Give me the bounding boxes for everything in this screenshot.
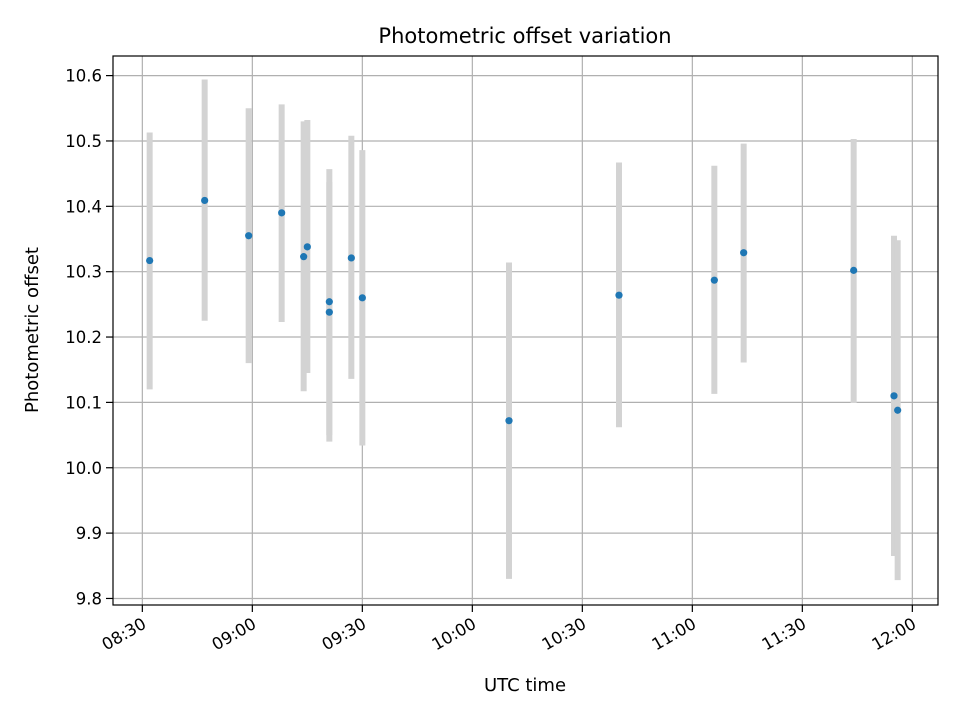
y-tick-label: 10.2	[65, 328, 102, 347]
plot-area-frame	[112, 55, 939, 606]
y-tick-label: 9.9	[76, 524, 102, 543]
data-point	[850, 266, 858, 274]
x-axis: 08:30 09:00 09:30 10:00 10:30 11:00 11:30 12:00	[99, 605, 920, 654]
x-axis-title: UTC time	[484, 675, 566, 696]
y-tick-label: 10.3	[65, 263, 102, 282]
data-point	[146, 256, 154, 265]
x-tick-label: 08:30	[99, 614, 150, 654]
y-tick-label: 9.8	[76, 589, 102, 608]
x-tick-label: 11:00	[649, 614, 700, 654]
data-point	[710, 276, 718, 284]
y-tick-label: 10.1	[65, 393, 102, 412]
data-points	[146, 196, 902, 425]
x-tick-label: 10:30	[539, 614, 590, 654]
y-tick-label: 10.5	[65, 132, 102, 151]
x-tick-label: 09:30	[319, 614, 370, 654]
data-point	[325, 298, 333, 306]
data-point	[890, 392, 898, 400]
y-tick-label: 10.4	[65, 197, 102, 216]
data-point	[300, 253, 308, 261]
data-point	[358, 294, 366, 302]
data-point	[615, 291, 623, 299]
data-point	[894, 406, 902, 414]
y-tick-label: 10.0	[65, 459, 102, 478]
data-point	[278, 209, 286, 217]
data-point	[201, 196, 209, 205]
data-point	[505, 417, 513, 425]
y-axis-title: Photometric offset	[22, 247, 43, 413]
data-point	[740, 249, 748, 257]
x-tick-label: 11:30	[759, 614, 810, 654]
grid	[113, 56, 938, 605]
x-tick-label: 09:00	[209, 614, 260, 654]
y-axis: 9.8 9.9 10.0 10.1 10.2 10.3 10.4 10.5 10.6	[65, 67, 113, 608]
data-point	[347, 254, 355, 262]
x-tick-label: 12:00	[869, 614, 920, 654]
x-tick-label: 10:00	[429, 614, 480, 654]
data-point	[325, 308, 333, 316]
error-bars	[146, 79, 901, 581]
chart-title: Photometric offset variation	[378, 24, 671, 48]
data-point	[245, 232, 253, 240]
y-tick-label: 10.6	[65, 67, 102, 86]
data-point	[303, 243, 311, 251]
